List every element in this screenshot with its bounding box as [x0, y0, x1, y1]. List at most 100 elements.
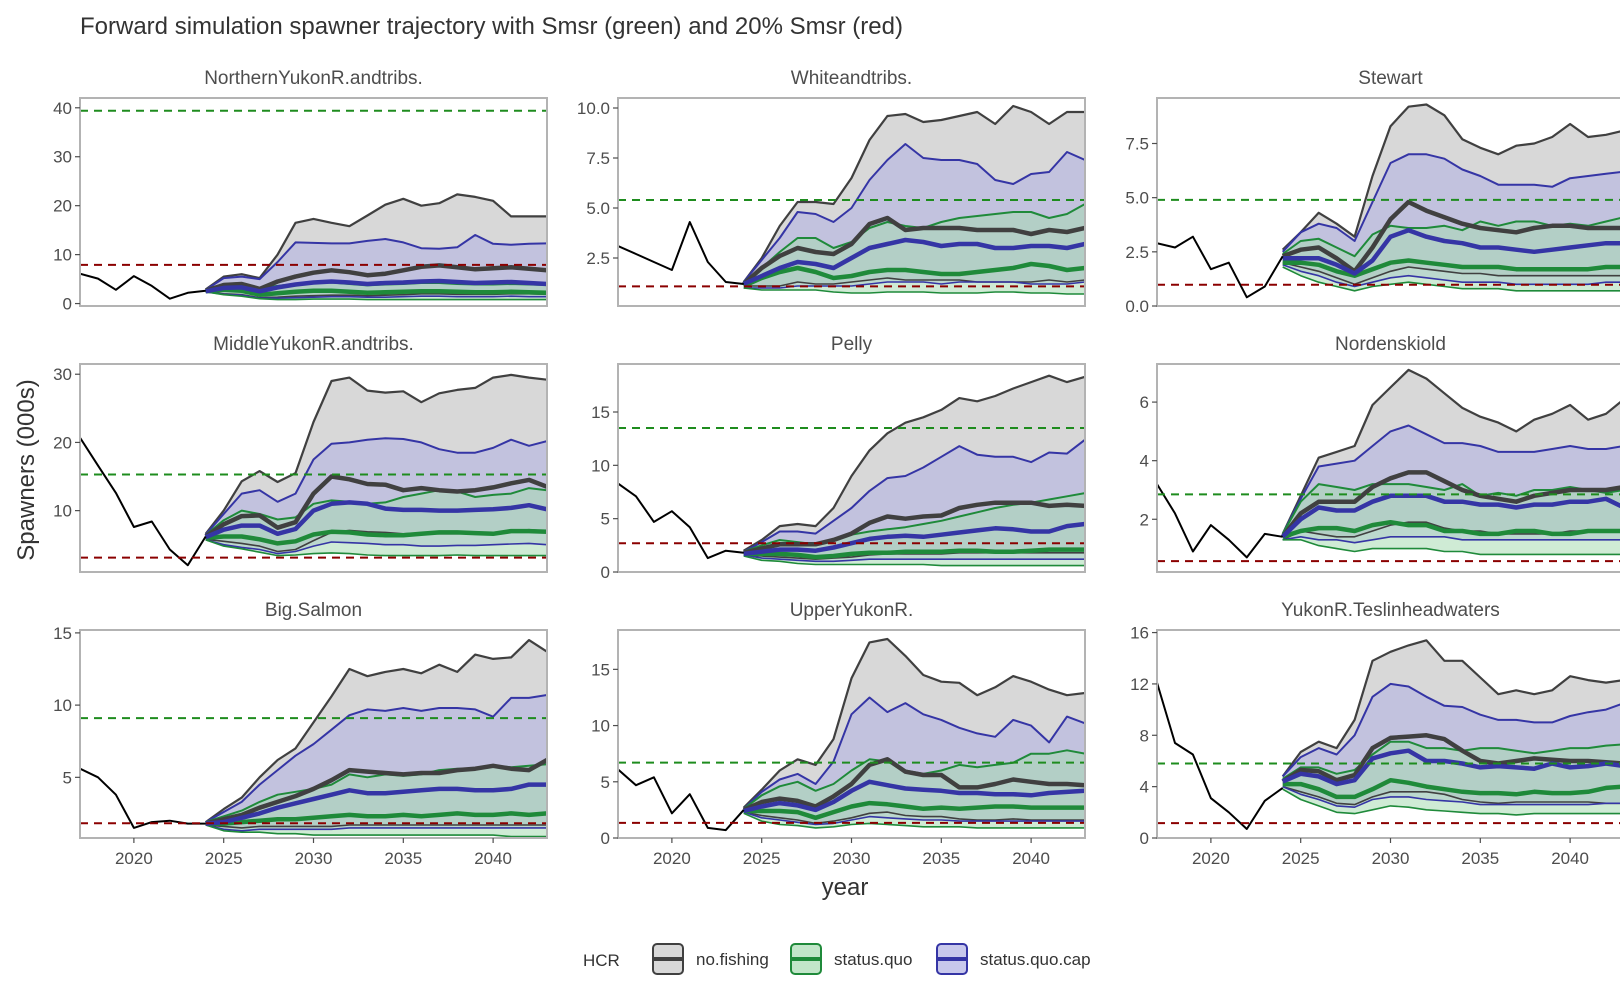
status-quo-lower-line: [1282, 788, 1620, 816]
status-quo-cap-lower-line: [1282, 785, 1620, 808]
panel-border: [79, 97, 548, 307]
x-tick-label: 2040: [1012, 849, 1050, 868]
plot-area: [618, 637, 1085, 832]
y-tick-label: 0: [601, 563, 610, 582]
x-tick-label: 2030: [1372, 849, 1410, 868]
legend-title: HCR: [583, 951, 620, 970]
y-tick-label: 6: [1140, 393, 1149, 412]
historical-line: [80, 437, 207, 567]
x-tick-label: 2025: [205, 849, 243, 868]
y-tick-label: 5: [63, 768, 72, 787]
status-quo-cap-upper-line: [1281, 153, 1620, 253]
panel-Pelly: Pelly 0 5 10 15: [591, 334, 1086, 582]
y-tick-label: 12: [1130, 675, 1149, 694]
status-quo-lower-line: [205, 539, 547, 557]
status-quo-cap-median-line: [743, 779, 1085, 814]
status-quo-cap-lower-line: [1282, 536, 1620, 544]
historical-line: [618, 768, 745, 832]
no-fishing-upper-line: [742, 104, 1085, 283]
y-tick-label: 10.0: [577, 99, 610, 118]
legend-label-no.fishing: no.fishing: [696, 950, 769, 969]
status-quo-lower-line: [743, 287, 1085, 295]
plot-area: [1157, 368, 1620, 563]
no-fishing-median-line: [205, 758, 547, 826]
status-quo-upper-line: [1282, 740, 1620, 780]
status-quo-cap-median-line: [742, 237, 1085, 287]
status-quo-median-line: [742, 261, 1085, 289]
status-quo-median-line: [1282, 777, 1620, 800]
x-tick-label: 2035: [922, 849, 960, 868]
facet-strip-label: Big.Salmon: [265, 600, 362, 621]
y-tick-label: 0.0: [1125, 297, 1149, 316]
y-axis-label: Spawners (000s): [13, 379, 40, 560]
no-fishing-lower-line: [1282, 785, 1620, 806]
y-tick-label: 2.5: [1125, 243, 1149, 262]
no-fishing-median-line: [205, 263, 547, 293]
status-quo-cap-median-line: [204, 500, 547, 540]
y-tick-label: 5: [601, 510, 610, 529]
historical-line: [80, 272, 206, 300]
facet-strip-label: MiddleYukonR.andtribs.: [213, 334, 414, 355]
no-fishing-median-line: [1280, 470, 1620, 539]
no-fishing-median-line: [1281, 733, 1620, 784]
y-tick-label: 10: [53, 696, 72, 715]
no-fishing-upper-line: [1281, 368, 1620, 535]
status-quo-cap-upper-line: [1281, 682, 1620, 778]
status-quo-cap-median-line: [1281, 748, 1620, 787]
x-tick-label: 2035: [384, 849, 422, 868]
sq-band: [1282, 484, 1620, 555]
sq-band: [205, 488, 547, 556]
panel-Big.Salmon: Big.Salmon 5 10 15 2020 2025 2030 2035 2040: [53, 600, 548, 868]
y-tick-label: 2.5: [586, 249, 610, 268]
historical-line: [80, 767, 206, 829]
plot-area: [1157, 103, 1620, 299]
status-quo-cap-lower-line: [743, 554, 1085, 563]
x-tick-label: 2040: [1551, 849, 1589, 868]
historical-line: [618, 482, 744, 560]
y-tick-label: 15: [53, 624, 72, 643]
y-tick-label: 30: [53, 148, 72, 167]
panel-border: [1156, 363, 1620, 573]
status-quo-cap-upper-line: [205, 694, 547, 823]
status-quo-cap-upper-line: [1281, 424, 1620, 535]
facet-strip-label: Stewart: [1358, 68, 1423, 89]
y-tick-label: 40: [53, 99, 72, 118]
y-tick-label: 20: [53, 433, 72, 452]
x-tick-label: 2030: [833, 849, 871, 868]
y-tick-label: 4: [1140, 452, 1149, 471]
y-tick-label: 7.5: [586, 149, 610, 168]
y-tick-label: 15: [591, 403, 610, 422]
historical-line: [618, 221, 744, 285]
plot-area: [80, 109, 547, 301]
status-quo-cap-median-line: [1281, 493, 1620, 539]
x-tick-label: 2020: [653, 849, 691, 868]
y-tick-label: 10: [53, 246, 72, 265]
no-fishing-median-line: [743, 500, 1085, 555]
status-quo-lower-line: [1282, 266, 1620, 292]
legend-label-status.quo: status.quo: [834, 950, 912, 969]
x-tick-label: 2020: [115, 849, 153, 868]
no-fishing-lower-line: [743, 811, 1085, 825]
no-fishing-upper-line: [742, 637, 1085, 809]
plot-area: [618, 374, 1085, 567]
panel-Whiteandtribs.: Whiteandtribs. 2.5 5.0 7.5 10.0: [577, 68, 1086, 307]
panel-Nordenskiold: Nordenskiold 2 4 6: [1140, 334, 1620, 573]
panel-NorthernYukonR.andtribs.: NorthernYukonR.andtribs. 0 10 20 30 40: [53, 68, 548, 314]
plot-area: [618, 104, 1085, 295]
status-quo-cap-upper-line: [205, 234, 547, 291]
historical-line: [1157, 235, 1284, 299]
facet-panels: NorthernYukonR.andtribs.010203040Whitean…: [53, 68, 1620, 868]
legend: HCR no.fishing status.quo status.quo.cap: [583, 943, 1091, 975]
facet-strip-label: Nordenskiold: [1335, 334, 1446, 355]
status-quo-lower-line: [1282, 539, 1620, 556]
panel-border: [79, 363, 548, 573]
y-tick-label: 0: [601, 829, 610, 848]
status-quo-cap-median-line: [205, 782, 547, 826]
status-quo-median-line: [743, 547, 1085, 560]
status-quo-cap-median-line: [743, 521, 1085, 557]
y-tick-label: 2: [1140, 510, 1149, 529]
no-fishing-lower-line: [205, 824, 547, 829]
no-fishing-median-line: [742, 215, 1085, 286]
y-tick-label: 7.5: [1125, 135, 1149, 154]
